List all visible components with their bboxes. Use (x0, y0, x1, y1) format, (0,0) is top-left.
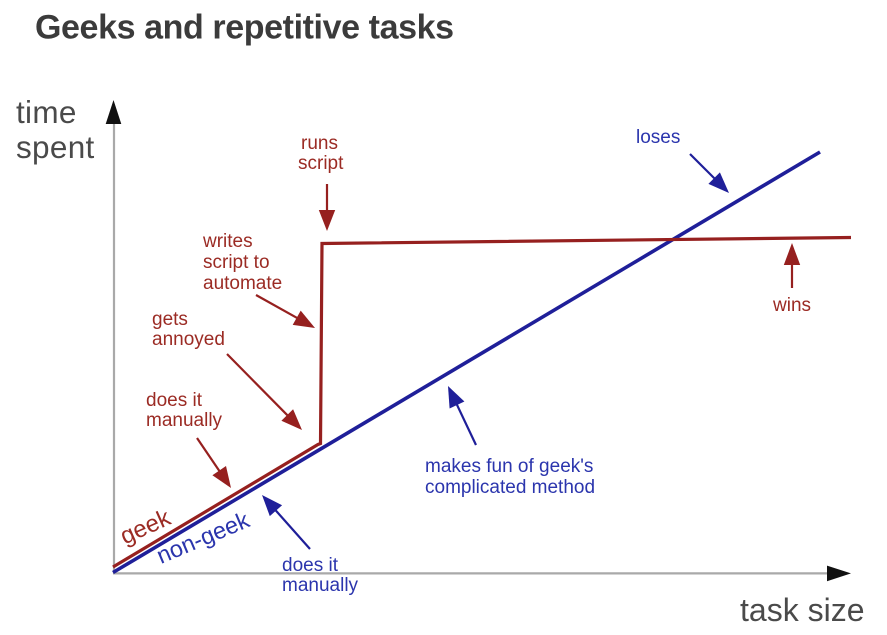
svg-text:annoyed: annoyed (152, 329, 225, 350)
svg-text:Geeks and repetitive tasks: Geeks and repetitive tasks (35, 9, 454, 47)
svg-text:automate: automate (203, 273, 282, 294)
svg-text:complicated method: complicated method (425, 477, 595, 498)
svg-text:does it: does it (282, 555, 339, 576)
svg-text:script: script (298, 153, 344, 174)
svg-text:runs: runs (301, 133, 338, 154)
svg-text:task size: task size (740, 592, 864, 628)
svg-text:spent: spent (16, 129, 95, 165)
svg-text:loses: loses (636, 127, 680, 148)
svg-text:time: time (16, 94, 77, 130)
svg-text:makes fun of geek's: makes fun of geek's (425, 456, 593, 477)
svg-text:gets: gets (152, 309, 188, 330)
svg-text:writes: writes (202, 231, 253, 252)
svg-text:wins: wins (772, 295, 811, 316)
svg-text:does it: does it (146, 390, 203, 411)
svg-text:manually: manually (282, 575, 359, 596)
svg-text:script to: script to (203, 252, 270, 273)
svg-text:manually: manually (146, 410, 223, 431)
